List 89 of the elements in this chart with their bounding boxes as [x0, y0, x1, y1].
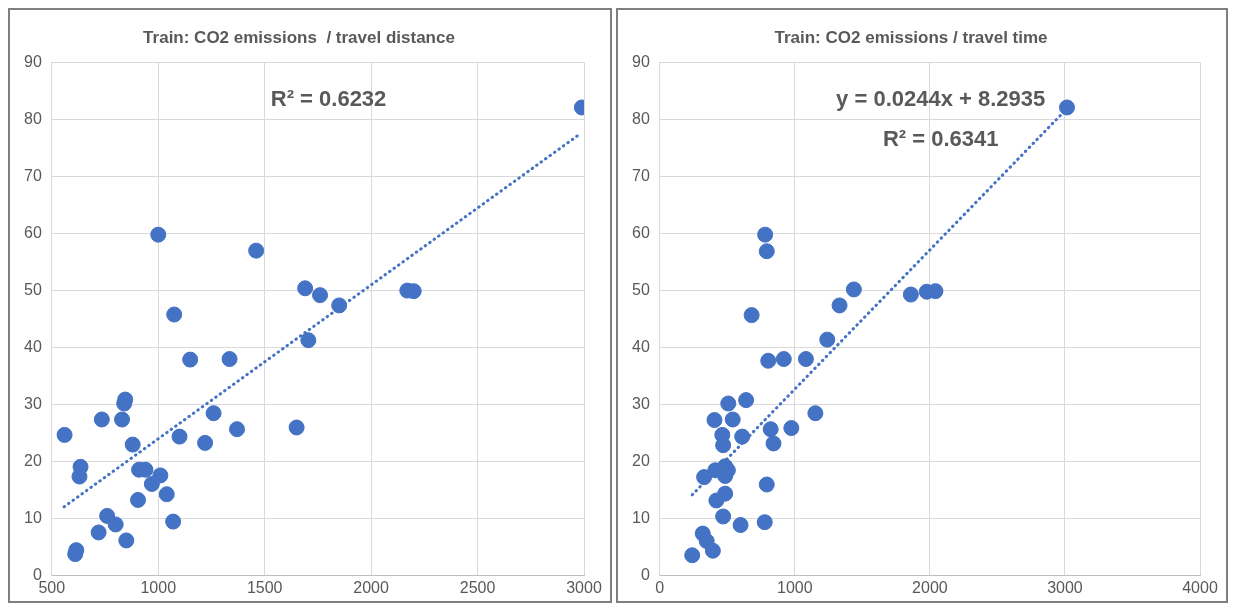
point: [114, 411, 131, 428]
x-tick-label: 1000: [140, 578, 177, 596]
point: [724, 411, 741, 428]
point: [248, 242, 265, 259]
point: [765, 435, 782, 452]
y-tick-label: 10: [24, 509, 42, 527]
point: [1058, 99, 1075, 116]
point: [118, 532, 135, 549]
point: [197, 434, 214, 451]
point: [775, 351, 792, 368]
point: [732, 517, 749, 534]
chart-title: Train: CO2 emissions / travel distance: [143, 27, 455, 47]
point: [221, 351, 238, 368]
x-tick-label: 1500: [246, 578, 283, 596]
x-tick-label: 3000: [1047, 578, 1083, 596]
point: [757, 226, 774, 243]
x-tick-label: 3000: [566, 578, 602, 596]
point: [93, 411, 110, 428]
y-tick-label: 20: [24, 452, 42, 470]
point: [56, 426, 73, 443]
y-tick-label: 30: [24, 395, 42, 413]
point: [684, 547, 701, 564]
point: [758, 243, 775, 260]
point: [831, 297, 848, 314]
x-tick-label: 2500: [459, 578, 496, 596]
point: [743, 307, 760, 324]
chart-title: Train: CO2 emissions / travel time: [774, 27, 1048, 47]
point: [171, 428, 188, 445]
point: [706, 412, 723, 429]
y-tick-label: 50: [632, 280, 650, 298]
point: [158, 486, 175, 503]
point: [720, 395, 737, 412]
y-tick-label: 60: [24, 223, 42, 241]
point: [738, 392, 755, 409]
annotation: R² = 0.6341: [882, 126, 999, 152]
point: [762, 421, 779, 438]
point: [783, 420, 800, 437]
point: [107, 516, 124, 533]
point: [715, 508, 732, 525]
y-tick-label: 70: [632, 166, 650, 184]
point: [152, 467, 169, 484]
point: [288, 419, 305, 436]
point: [760, 352, 777, 369]
point: [734, 428, 751, 445]
x-tick-label: 2000: [912, 578, 948, 596]
y-tick-label: 70: [24, 166, 42, 184]
point: [150, 226, 167, 243]
point: [166, 306, 183, 323]
y-tick-label: 90: [632, 52, 650, 70]
point: [756, 514, 773, 531]
y-tick-label: 80: [24, 109, 42, 127]
y-tick-label: 20: [632, 452, 650, 470]
x-tick-label: 2000: [353, 578, 390, 596]
point: [124, 436, 141, 453]
point: [715, 437, 732, 454]
y-tick-label: 0: [640, 566, 650, 584]
point: [845, 281, 862, 298]
point: [130, 491, 147, 508]
point: [331, 297, 348, 314]
point: [704, 542, 721, 559]
point: [819, 331, 836, 348]
x-tick-label: 4000: [1182, 578, 1218, 596]
point: [300, 332, 317, 349]
point: [229, 421, 245, 438]
x-tick-label: 1000: [777, 578, 813, 596]
x-tick-label: 0: [655, 578, 665, 596]
point: [797, 351, 814, 368]
y-tick-label: 30: [632, 395, 650, 413]
point: [165, 513, 182, 530]
annotation: y = 0.0244x + 8.2935: [836, 86, 1046, 112]
y-tick-label: 40: [632, 338, 650, 356]
point: [205, 405, 222, 422]
point: [807, 405, 824, 422]
point: [72, 458, 89, 475]
point: [297, 280, 314, 297]
point: [758, 476, 775, 493]
point: [696, 469, 713, 486]
point: [90, 524, 107, 541]
point: [902, 286, 919, 303]
y-tick-label: 90: [24, 52, 42, 70]
point: [312, 287, 329, 304]
point: [717, 485, 734, 502]
y-tick-label: 80: [632, 109, 650, 127]
y-tick-label: 40: [24, 338, 42, 356]
point: [182, 351, 199, 368]
y-tick-label: 60: [632, 223, 650, 241]
y-tick-label: 10: [632, 509, 650, 527]
annotation: R² = 0.6232: [270, 86, 387, 112]
y-tick-label: 50: [24, 280, 42, 298]
